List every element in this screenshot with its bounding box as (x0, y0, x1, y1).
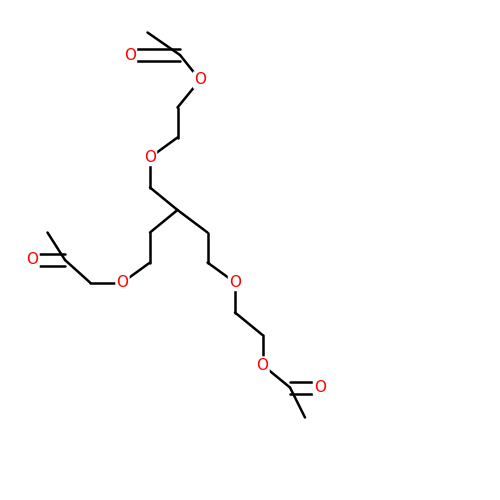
Text: O: O (26, 252, 38, 268)
Text: O: O (144, 150, 156, 165)
Text: O: O (124, 48, 136, 62)
Text: O: O (256, 358, 268, 372)
Text: O: O (194, 72, 206, 88)
Text: O: O (229, 275, 241, 290)
Text: O: O (116, 275, 128, 290)
Text: O: O (314, 380, 326, 395)
